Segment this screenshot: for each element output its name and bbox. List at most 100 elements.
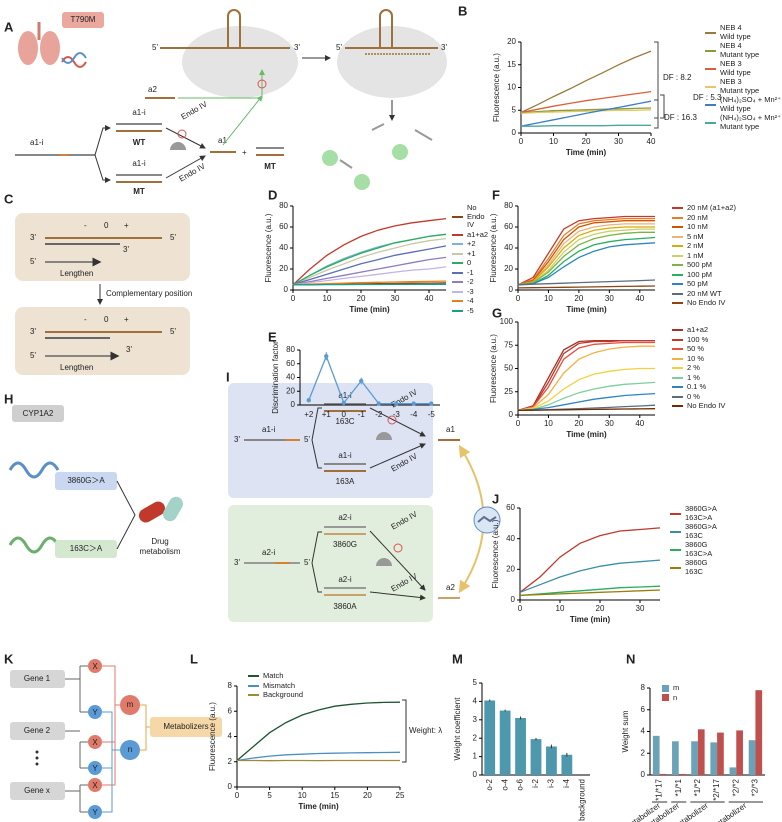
gene-box	[10, 722, 65, 740]
y-tick-label: 40	[279, 243, 288, 252]
inhibit-icon	[387, 415, 397, 425]
line	[520, 107, 652, 114]
end-label: 5'	[152, 43, 158, 52]
scale-label: +	[124, 315, 129, 324]
legend-label: -2	[467, 277, 474, 286]
legend-entry: Match	[248, 671, 328, 681]
arrow	[369, 443, 426, 469]
y-tick-label: 8	[228, 681, 233, 690]
y-tick-label: 60	[286, 359, 295, 368]
arrow	[222, 95, 263, 146]
legend-swatch	[452, 243, 463, 246]
hairpin	[227, 9, 241, 48]
legend-label: 0	[467, 258, 472, 267]
product-label: a2	[446, 583, 455, 592]
y-tick-label: 20	[286, 386, 295, 395]
legend-swatch	[670, 530, 681, 533]
arrow	[94, 125, 111, 156]
x-tick-label: 10	[549, 137, 558, 146]
input-label: a2-i	[262, 548, 276, 557]
legend-entry: 3860G>A 163C	[670, 522, 770, 540]
node-n	[120, 740, 140, 760]
y-tick-label: 2	[641, 748, 646, 757]
legend-swatch	[452, 252, 463, 255]
legend-label: 10 %	[687, 353, 705, 363]
line	[292, 237, 447, 286]
end-label: 3'	[30, 327, 36, 336]
legend-entry: 50 %	[672, 344, 777, 354]
y-tick-label: 2	[228, 757, 233, 766]
y-tick-label: 0	[509, 285, 514, 294]
legend-label: 1 nM	[687, 250, 704, 260]
bar	[710, 742, 718, 775]
lengthen-label: Lengthen	[60, 363, 93, 372]
y-tick-label: 6	[228, 706, 233, 715]
line	[517, 381, 656, 412]
connector	[311, 439, 322, 469]
legend-swatch	[248, 675, 259, 678]
gene-label: Gene 1	[24, 674, 51, 683]
legend-label: a1+a2	[687, 325, 709, 334]
legend-label: 3860G 163C	[685, 558, 708, 576]
bar	[697, 729, 705, 775]
allele-label: 3860A	[333, 602, 357, 611]
legend-label: Mismatch	[263, 680, 296, 690]
panel-letter: L	[190, 651, 198, 666]
x-tick-label: *1/*1	[674, 778, 683, 796]
line	[293, 283, 446, 286]
x-tick-label: *1/*17	[655, 778, 664, 800]
line	[517, 226, 655, 286]
y-tick-label: 40	[286, 373, 295, 382]
legend-swatch	[672, 386, 683, 389]
legend-entry: 100 pM	[672, 270, 777, 280]
legend-label: NEB 3 Wild type	[720, 59, 751, 77]
point	[341, 400, 346, 406]
point	[359, 378, 364, 384]
y-tick-label: 100	[500, 317, 514, 326]
legend-label: 10 nM	[687, 222, 708, 231]
legend-entry: -4	[452, 296, 492, 306]
panel-letter: C	[4, 191, 14, 206]
y-tick-label: 60	[279, 222, 288, 231]
y-tick-label: 1	[473, 752, 478, 761]
x-axis-label: Time (min)	[566, 430, 607, 439]
fluor-dot	[354, 174, 370, 190]
legend-label: 100 %	[687, 334, 709, 344]
bracket	[660, 94, 665, 119]
panel-k: Gene 1 Gene 2 Gene x X X X Y Y Y m n Met…	[10, 659, 222, 819]
legend-entry: 2 nM	[672, 241, 777, 251]
end-label: 3'	[234, 558, 240, 567]
x-tick-label: 20	[574, 294, 583, 303]
legend-entry: 3860G>A 163C>A	[670, 504, 770, 522]
arrow	[369, 407, 426, 437]
y-tick-label: 0	[284, 285, 289, 294]
input-label: a1-i	[132, 108, 146, 117]
panel-letter: D	[268, 187, 277, 202]
x-tick-label: 40	[635, 294, 644, 303]
legend-entry: 10 nM	[672, 222, 777, 232]
end-label: 5'	[170, 327, 176, 336]
x-tick-label: 40	[635, 419, 644, 428]
fragment	[414, 129, 433, 141]
legend-label: Background	[263, 690, 304, 699]
x-axis-label: Time (min)	[566, 305, 607, 314]
bar	[672, 741, 679, 775]
x-tick-label: i-3	[547, 778, 556, 787]
legend-swatch	[452, 281, 463, 284]
legend-swatch	[452, 309, 463, 312]
legend-swatch	[672, 395, 683, 398]
node-x	[88, 659, 102, 673]
x-tick-label: -1	[358, 410, 366, 419]
snp-box	[55, 472, 117, 490]
inhibit-icon	[257, 79, 267, 89]
inhibit-icon	[177, 129, 187, 139]
arrow	[165, 127, 206, 149]
legend-entry: No Endo IV	[452, 203, 492, 230]
line	[517, 367, 655, 412]
legend-swatch	[672, 283, 683, 286]
x-tick-label: 15	[330, 791, 339, 800]
line	[519, 527, 661, 593]
node-label: Y	[92, 808, 98, 817]
legend-swatch	[662, 684, 669, 692]
node-label: m	[127, 700, 134, 709]
